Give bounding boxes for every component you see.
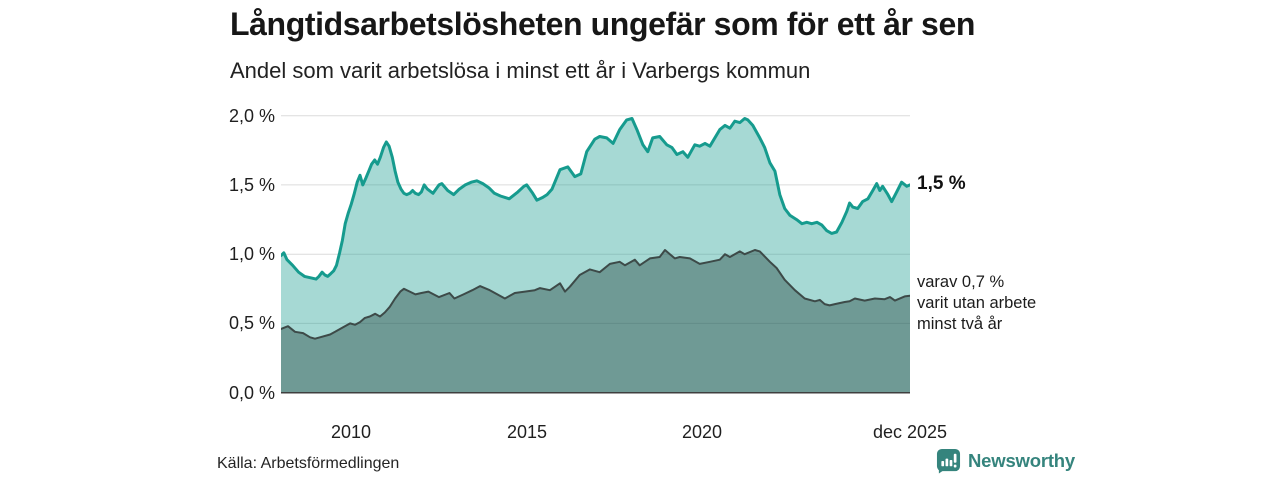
x-tick-label: 2010	[330, 422, 372, 442]
y-tick-label: 1,0 %	[228, 244, 275, 264]
arbetslosa-minst-ett-ar-line	[281, 117, 910, 281]
y-tick-label: 0,0 %	[228, 383, 275, 403]
x-tick-label: dec 2025	[872, 422, 948, 442]
utan-arbete-minst-tva-ar-area	[281, 250, 910, 393]
utan-arbete-minst-tva-ar-line	[281, 249, 910, 340]
y-tick-label: 0,5 %	[228, 313, 275, 333]
x-tick-label: 2020	[681, 422, 723, 442]
plot-area	[281, 115, 910, 394]
chart-title: Långtidsarbetslösheten ungefär som för e…	[230, 6, 975, 42]
source-note: Källa: Arbetsförmedlingen	[217, 455, 400, 472]
newsworthy-bubble-chart-icon	[936, 448, 961, 474]
secondary-series-annotation: varav 0,7 % varit utan arbete minst två …	[917, 273, 1037, 333]
chart-subtitle: Andel som varit arbetslösa i minst ett å…	[230, 58, 811, 83]
newsworthy-logo[interactable]: Newsworthy	[936, 448, 1075, 474]
newsworthy-wordmark: Newsworthy	[968, 450, 1075, 471]
y-tick-label: 1,5 %	[228, 175, 275, 195]
series-end-value-label: 1,5 %	[917, 173, 966, 194]
y-tick-label: 2,0 %	[228, 106, 275, 126]
x-tick-label: 2015	[506, 422, 548, 442]
